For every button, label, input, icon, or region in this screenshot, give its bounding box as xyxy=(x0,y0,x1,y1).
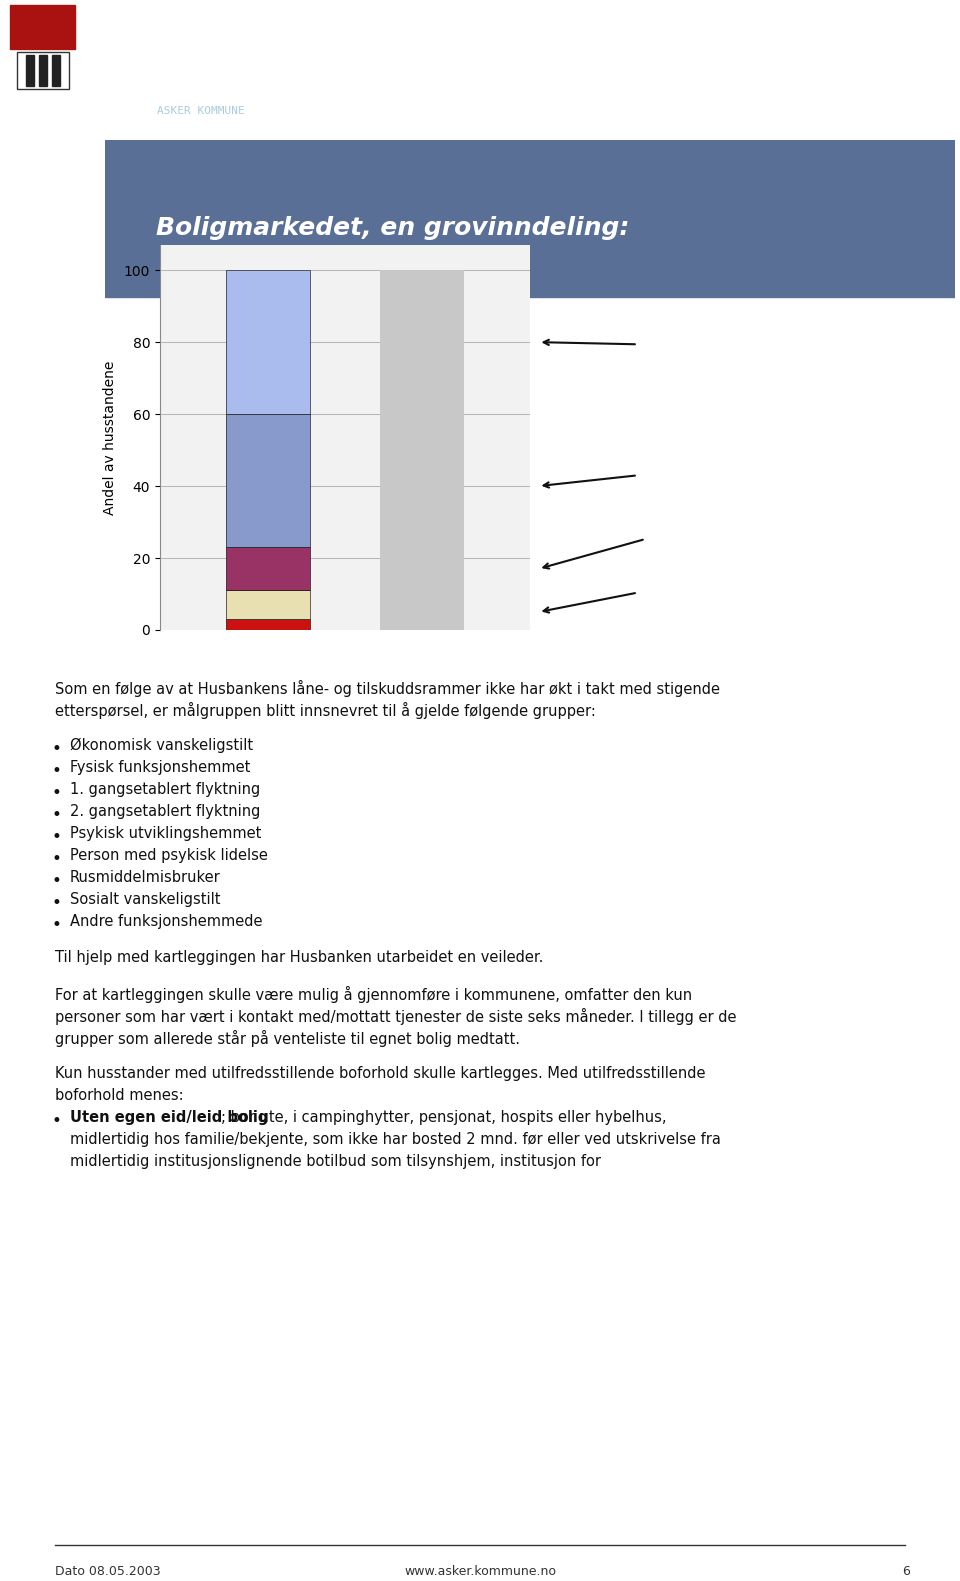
Text: ; bor ute, i campinghytter, pensjonat, hospits eller hybelhus,: ; bor ute, i campinghytter, pensjonat, h… xyxy=(221,1110,666,1126)
Bar xyxy=(16,52,68,89)
Text: Fysisk funksjonshemmet: Fysisk funksjonshemmet xyxy=(70,760,251,775)
Text: Til hjelp med kartleggingen har Husbanken utarbeidet en veileder.: Til hjelp med kartleggingen har Husbanke… xyxy=(55,950,543,964)
Bar xyxy=(226,590,310,620)
Y-axis label: Andel av husstandene: Andel av husstandene xyxy=(103,360,117,515)
Text: Økonomisk vanskeligstilt: Økonomisk vanskeligstilt xyxy=(70,738,253,753)
Text: 1. gangsetablert flyktning: 1. gangsetablert flyktning xyxy=(70,783,260,797)
Text: •: • xyxy=(52,893,61,912)
Bar xyxy=(105,141,955,297)
Text: Uten egen eid/leid bolig: Uten egen eid/leid bolig xyxy=(70,1110,269,1126)
Bar xyxy=(226,270,310,414)
Text: Andre funksjonshemmede: Andre funksjonshemmede xyxy=(70,914,262,930)
Bar xyxy=(10,5,75,49)
Text: www.asker.kommune.no: www.asker.kommune.no xyxy=(404,1565,556,1578)
Text: •: • xyxy=(52,1111,61,1130)
Text: •: • xyxy=(52,806,61,824)
Text: Person med psykisk lidelse: Person med psykisk lidelse xyxy=(70,847,268,863)
Text: For at kartleggingen skulle være mulig å gjennomføre i kommunene, omfatter den k: For at kartleggingen skulle være mulig å… xyxy=(55,987,692,1002)
Text: Som en følge av at Husbankens låne- og tilskuddsrammer ikke har økt i takt med s: Som en følge av at Husbankens låne- og t… xyxy=(55,680,720,697)
Text: Dato 08.05.2003: Dato 08.05.2003 xyxy=(55,1565,160,1578)
Text: personer som har vært i kontakt med/mottatt tjenester de siste seks måneder. I t: personer som har vært i kontakt med/mott… xyxy=(55,1009,736,1024)
Text: Sliter, permanent
eller i perioder: Sliter, permanent eller i perioder xyxy=(543,508,771,569)
Text: •: • xyxy=(52,784,61,802)
Bar xyxy=(226,414,310,547)
Text: midlertidig institusjonslignende botilbud som tilsynshjem, institusjon for: midlertidig institusjonslignende botilbu… xyxy=(70,1154,601,1168)
Text: •: • xyxy=(52,762,61,779)
Bar xyxy=(52,55,60,85)
Text: 6: 6 xyxy=(902,1565,910,1578)
Text: Sosialt vanskeligstilt: Sosialt vanskeligstilt xyxy=(70,892,221,907)
Text: Rusmiddelmisbruker: Rusmiddelmisbruker xyxy=(70,870,221,885)
Text: •: • xyxy=(52,740,61,757)
Bar xyxy=(226,270,310,629)
Text: etterspørsel, er målgruppen blitt innsnevret til å gjelde følgende grupper:: etterspørsel, er målgruppen blitt innsne… xyxy=(55,702,596,719)
Text: •: • xyxy=(52,915,61,934)
Text: ASKER KOMMUNE: ASKER KOMMUNE xyxy=(157,106,245,115)
Text: Boligmarkedet, en grovinndeling:: Boligmarkedet, en grovinndeling: xyxy=(156,217,630,240)
Text: Asplan Viak: Asplan Viak xyxy=(856,607,929,620)
Bar xyxy=(380,270,465,629)
Bar xyxy=(26,55,34,85)
Text: De ALLER mest
vanskeligstilte: De ALLER mest vanskeligstilte xyxy=(543,568,754,612)
Text: •: • xyxy=(52,851,61,868)
Bar xyxy=(226,547,310,590)
Text: Kun husstander med utilfredsstillende boforhold skulle kartlegges. Med utilfreds: Kun husstander med utilfredsstillende bo… xyxy=(55,1066,706,1081)
Text: •: • xyxy=(52,873,61,890)
Bar xyxy=(16,52,68,89)
Text: boforhold menes:: boforhold menes: xyxy=(55,1088,183,1104)
Text: Ganske
bekymringsløst..!: Ganske bekymringsløst..! xyxy=(543,332,773,360)
Text: 2. gangsetablert flyktning: 2. gangsetablert flyktning xyxy=(70,805,260,819)
Text: midlertidig hos familie/bekjente, som ikke har bosted 2 mnd. før eller ved utskr: midlertidig hos familie/bekjente, som ik… xyxy=(70,1132,721,1146)
Text: grupper som allerede står på venteliste til egnet bolig medtatt.: grupper som allerede står på venteliste … xyxy=(55,1029,520,1047)
Text: •: • xyxy=(52,828,61,846)
Text: Dyrt, men klarer
seg rimelig bra: Dyrt, men klarer seg rimelig bra xyxy=(543,454,764,487)
Text: Psykisk utviklingshemmet: Psykisk utviklingshemmet xyxy=(70,825,261,841)
Bar xyxy=(39,55,47,85)
Bar xyxy=(226,620,310,629)
